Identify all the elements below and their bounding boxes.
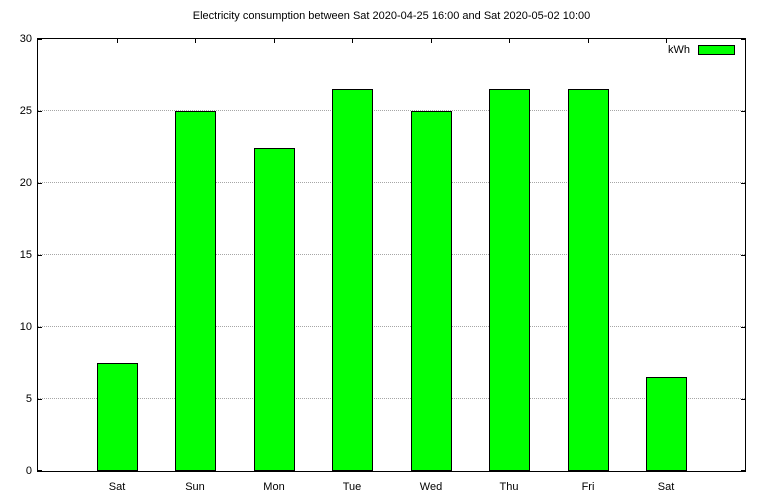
bar-sun-1 [175,111,216,471]
x-tick-label: Sat [657,481,675,493]
y-tick-label: 0 [25,465,32,477]
tick-mark [274,39,275,43]
legend: kWh [668,44,735,56]
y-tick-label: 25 [19,105,32,117]
bar-sat-7 [646,377,687,471]
y-tick-label: 5 [25,393,32,405]
bar-thu-5 [489,89,530,471]
y-tick-label: 15 [19,249,32,261]
tick-mark [588,39,589,43]
plot-area: kWh [37,38,746,472]
tick-mark [666,39,667,43]
tick-mark [352,39,353,43]
tick-mark [741,255,745,256]
bar-mon-2 [254,148,295,471]
gridline [38,326,745,327]
tick-mark [741,183,745,184]
gridline [38,254,745,255]
x-tick-label: Wed [419,481,443,493]
bar-wed-4 [411,111,452,471]
tick-mark [741,39,745,40]
tick-mark [741,327,745,328]
x-tick-label: Fri [581,481,595,493]
tick-mark [38,39,42,40]
tick-mark [741,399,745,400]
x-tick-label: Mon [263,481,285,493]
y-tick-label: 10 [19,321,32,333]
tick-mark [117,39,118,43]
bar-tue-3 [332,89,373,471]
x-tick-label: Tue [342,481,362,493]
tick-mark [38,255,42,256]
y-tick-label: 30 [19,33,32,45]
x-tick-label: Sun [185,481,205,493]
tick-mark [741,470,745,471]
bar-sat-0 [97,363,138,471]
legend-label: kWh [668,44,690,56]
gridline [38,110,745,111]
tick-mark [509,39,510,43]
y-tick-label: 20 [19,177,32,189]
tick-mark [741,111,745,112]
tick-mark [38,111,42,112]
tick-mark [38,183,42,184]
tick-mark [431,39,432,43]
gridline [38,182,745,183]
x-tick-label: Sat [108,481,126,493]
gridline [38,398,745,399]
tick-mark [38,399,42,400]
tick-mark [38,470,42,471]
tick-mark [195,39,196,43]
chart-title: Electricity consumption between Sat 2020… [192,10,591,22]
tick-mark [38,327,42,328]
bar-fri-6 [568,89,609,471]
x-tick-label: Thu [499,481,519,493]
legend-swatch [698,45,735,55]
